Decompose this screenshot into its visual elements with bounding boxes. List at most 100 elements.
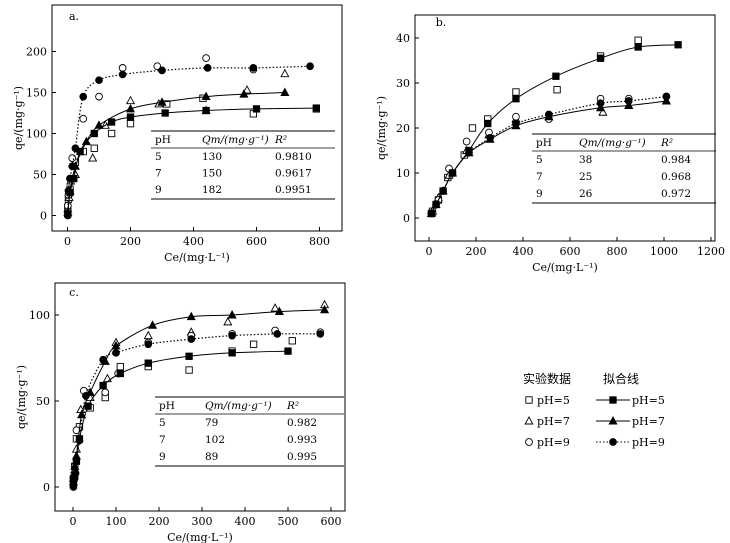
data-point (126, 113, 135, 121)
data-point (90, 129, 98, 138)
y-axis-label: qe/(mg·g⁻¹) (375, 96, 388, 160)
data-point (77, 409, 87, 419)
data-point (288, 337, 296, 345)
data-point (99, 381, 107, 390)
x-tick-label: 500 (278, 515, 299, 528)
table-cell: 0.982 (287, 417, 317, 429)
chart-panel-b: 0 200 400 600 800 1000 1200 0 10 20 30 40 Ce/(mg·L⁻¹… (375, 14, 725, 274)
y-tick-label: 50 (33, 169, 47, 182)
table-header: Qm/(mg·g⁻¹) (205, 400, 272, 412)
data-point (99, 355, 107, 364)
table-cell: 9 (536, 188, 543, 200)
data-point (90, 144, 98, 152)
data-point (186, 311, 196, 321)
data-point (596, 54, 605, 62)
data-point (462, 137, 471, 146)
fit-line (67, 65, 311, 216)
data-point (116, 369, 124, 378)
data-point (242, 85, 252, 94)
table-cell: 0.968 (661, 171, 691, 183)
data-point (624, 97, 633, 105)
data-point (72, 426, 81, 435)
data-point (228, 349, 236, 357)
data-point (158, 66, 166, 75)
table-cell: 79 (205, 417, 218, 429)
data-point (439, 187, 447, 195)
y-tick-label: 50 (36, 395, 50, 408)
y-tick-label: 0 (43, 481, 50, 494)
data-point (95, 92, 103, 101)
data-point (661, 96, 671, 105)
data-point (118, 70, 127, 79)
table-cell: 26 (579, 188, 593, 200)
parameter-table: pH Qm/(mg·g⁻¹) R² 5 130 0.9810 7 150 0.9617 9 182 0… (151, 130, 335, 200)
data-point (553, 86, 561, 94)
y-axis-label: qe/(mg·g⁻¹) (12, 86, 25, 150)
table-cell: 9 (159, 451, 166, 463)
y-axis-label: qe/(mg·g⁻¹) (15, 365, 28, 429)
x-tick-label: 100 (106, 515, 127, 528)
data-point (486, 134, 494, 142)
legend: 实验数据 拟合线 pH=5 pH=7 pH=9 pH=5 pH=7 pH=9 (520, 370, 720, 460)
data-point (249, 64, 258, 72)
data-point (202, 54, 210, 62)
table-cell: 9 (155, 184, 162, 196)
data-point (598, 107, 608, 116)
legend-fit-marker (609, 438, 617, 446)
x-tick-label: 800 (309, 235, 330, 248)
table-cell: 0.972 (661, 188, 691, 200)
table-header: R² (660, 137, 673, 149)
table-cell: 89 (205, 451, 218, 463)
y-tick-label: 100 (26, 128, 47, 141)
data-point (624, 100, 634, 109)
parameter-table: pH Qm/(mg·g⁻¹) R² 5 79 0.982 7 102 0.993 9 89 0.995 (155, 396, 344, 467)
data-point (312, 104, 320, 112)
data-point (544, 110, 553, 119)
data-point (552, 72, 560, 80)
table-cell: 0.9617 (275, 168, 312, 180)
data-point (125, 103, 136, 113)
data-point (112, 348, 120, 357)
x-tick-label: 400 (513, 245, 534, 258)
data-point (274, 306, 284, 316)
y-tick-label: 200 (26, 46, 47, 59)
table-header: pH (536, 137, 552, 149)
y-tick-label: 150 (26, 87, 47, 100)
data-point (144, 340, 153, 349)
data-point (227, 310, 237, 319)
table-cell: 0.995 (287, 451, 317, 463)
table-cell: 0.984 (661, 154, 691, 166)
table-cell: 102 (205, 434, 225, 446)
x-tick-label: 200 (466, 245, 487, 258)
x-tick-label: 0 (70, 515, 77, 528)
series-pH=9 拟合线 (69, 330, 325, 491)
data-point (595, 102, 606, 112)
y-tick-label: 0 (403, 212, 410, 225)
y-tick-label: 40 (396, 32, 410, 45)
data-point (144, 359, 152, 367)
table-cell: 182 (202, 184, 222, 196)
data-point (228, 331, 236, 340)
data-point (82, 391, 90, 400)
data-point (71, 144, 80, 153)
data-point (111, 341, 121, 350)
x-axis-label: Ce/(mg·L⁻¹) (164, 251, 230, 264)
x-axis-label: Ce/(mg·L⁻¹) (167, 531, 233, 543)
data-point (66, 174, 74, 183)
data-point (68, 162, 77, 171)
data-point (284, 347, 292, 355)
chart-panel-c: 0 100 200 300 400 500 600 0 50 100 Ce/(mg·L⁻¹) qe/(… (15, 282, 346, 543)
data-point (201, 91, 211, 101)
data-point (202, 106, 210, 115)
series-pH=9 拟合线 (63, 62, 314, 220)
legend-data-label-ph7: pH=7 (537, 415, 570, 428)
legend-data-label-ph5: pH=5 (537, 394, 570, 407)
fit-line (72, 333, 321, 488)
table-cell: 130 (202, 151, 222, 163)
data-point (239, 89, 249, 98)
legend-header-data: 实验数据 (523, 372, 572, 386)
table-cell: 7 (159, 434, 166, 446)
legend-data-label-ph9: pH=9 (537, 436, 570, 449)
data-point (71, 469, 80, 478)
